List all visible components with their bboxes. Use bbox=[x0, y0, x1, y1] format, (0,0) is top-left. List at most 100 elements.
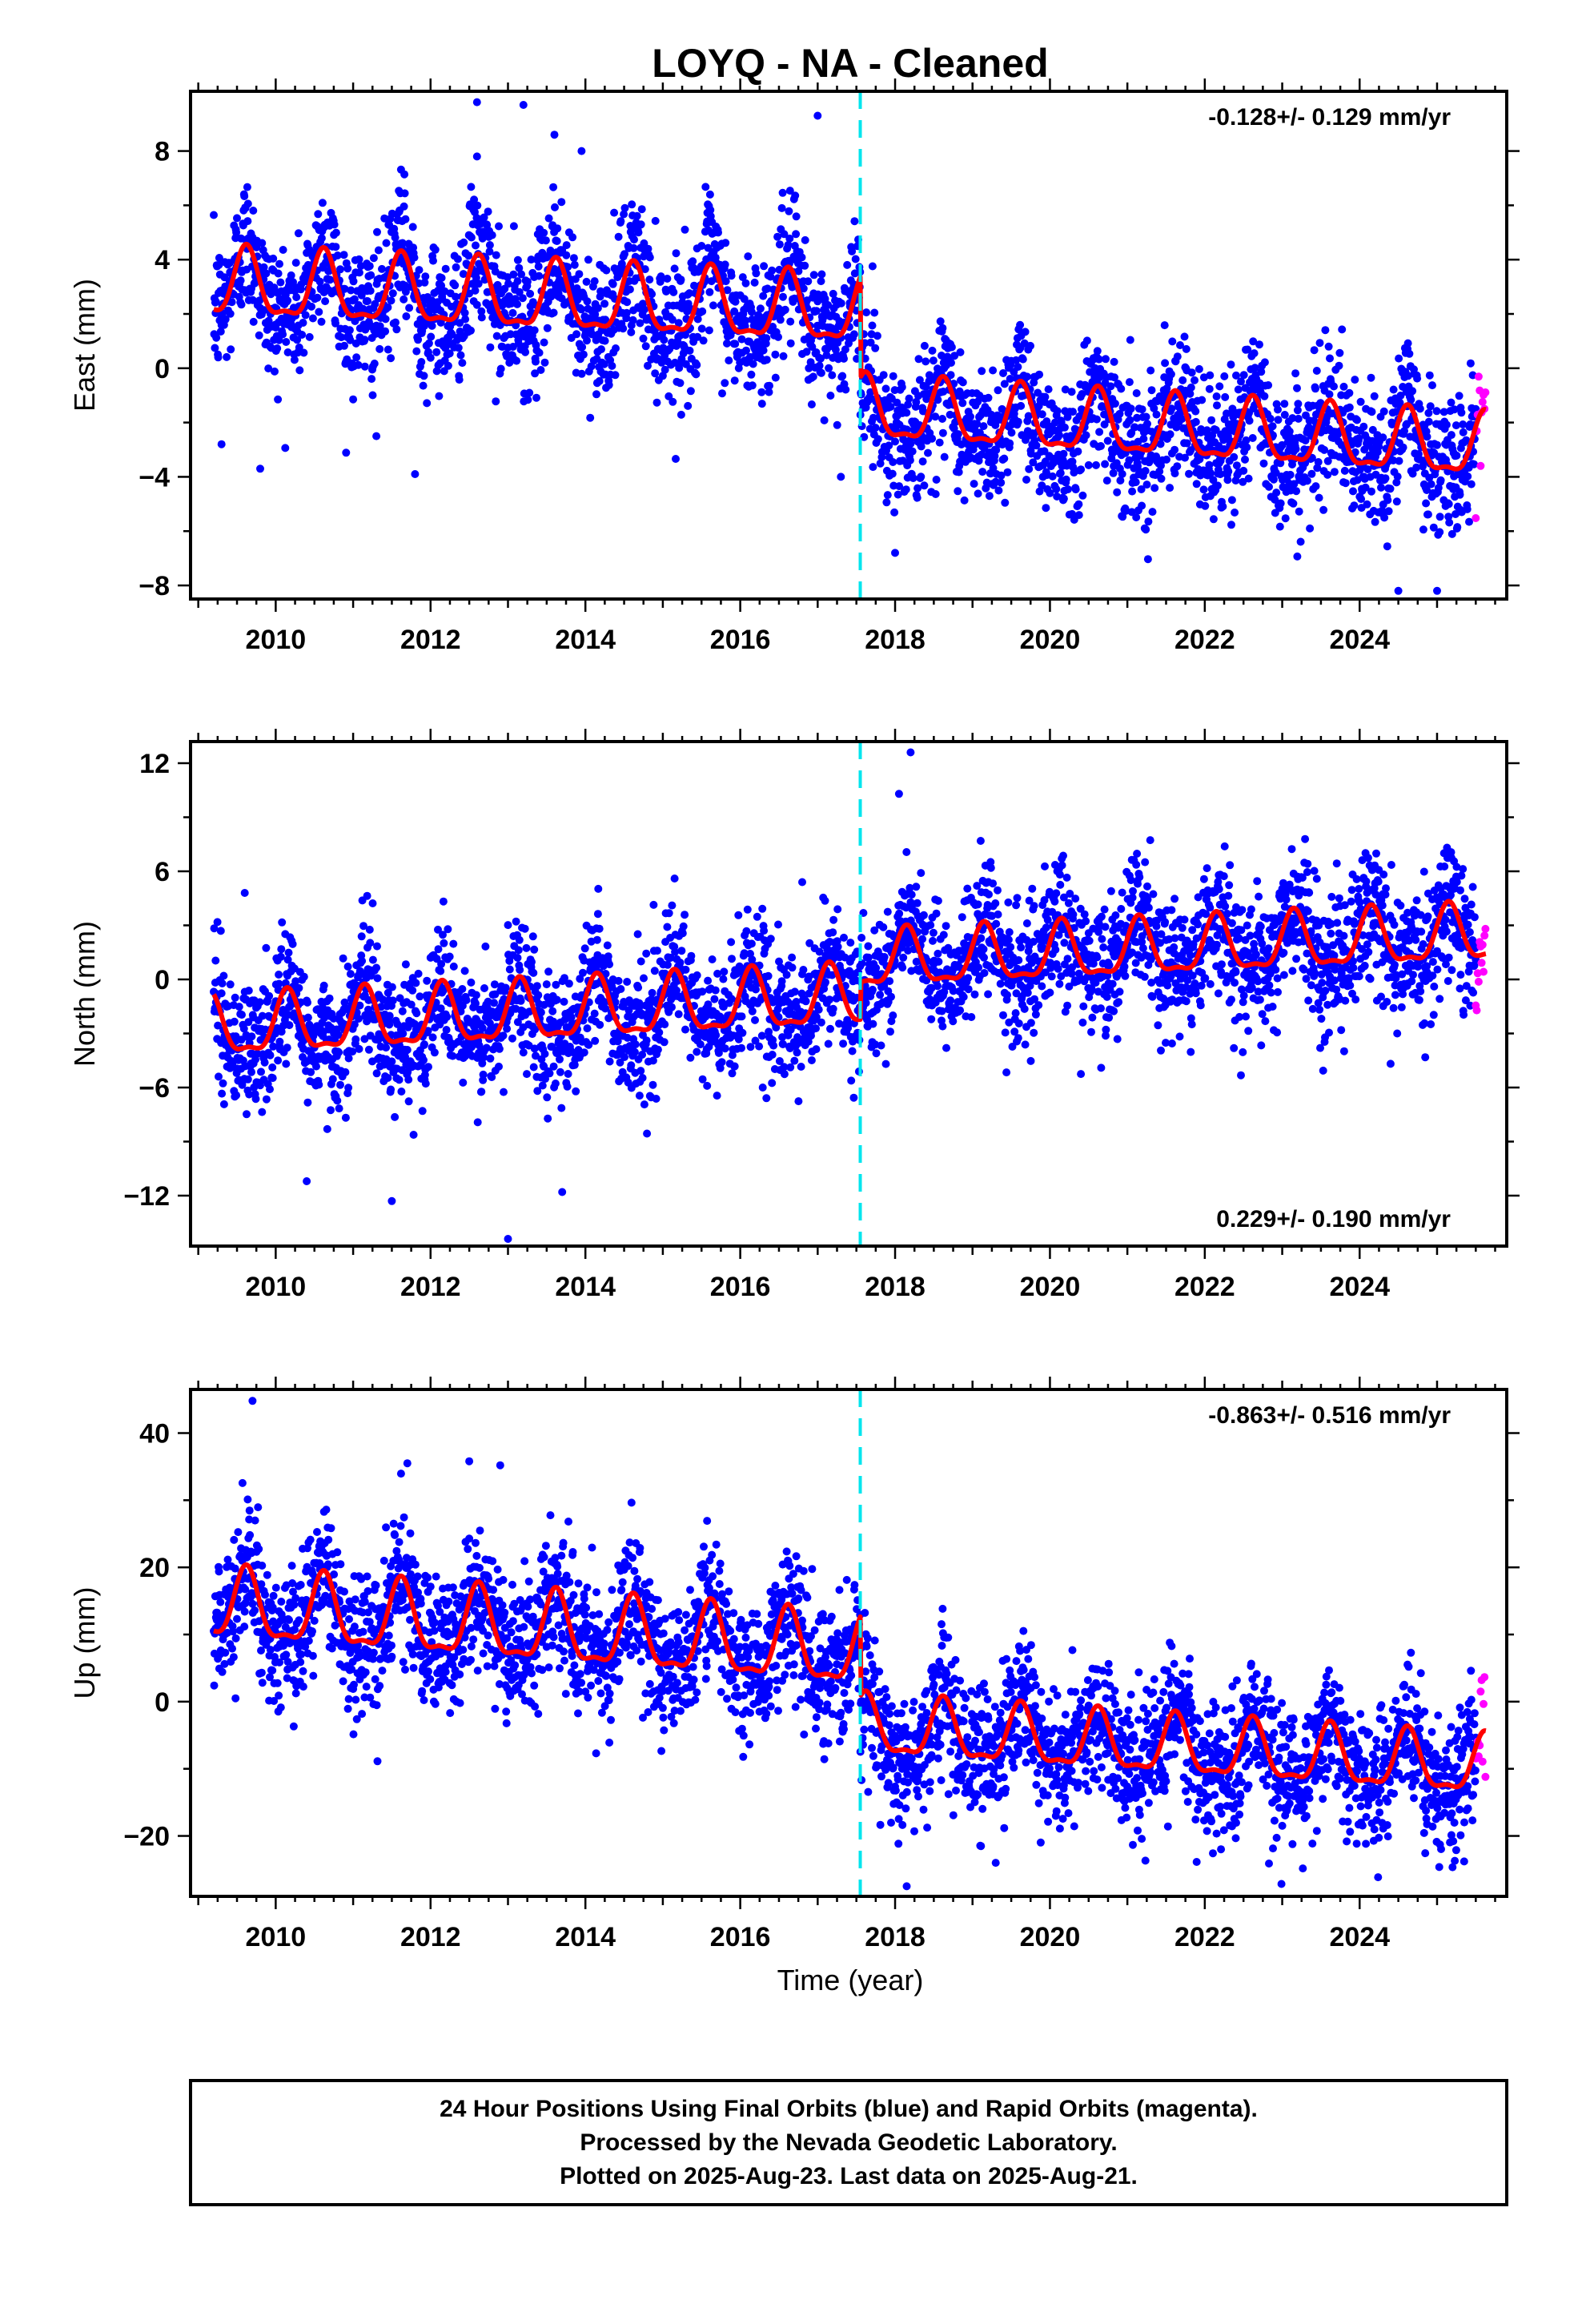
data-point bbox=[293, 336, 302, 344]
data-point bbox=[723, 339, 731, 348]
data-point bbox=[361, 325, 370, 334]
data-point bbox=[283, 296, 292, 305]
data-point bbox=[543, 1093, 552, 1102]
data-point bbox=[1294, 400, 1303, 408]
data-point bbox=[1330, 382, 1338, 391]
data-point bbox=[674, 319, 683, 328]
outlier-point bbox=[472, 152, 481, 161]
data-point bbox=[817, 277, 825, 286]
data-point bbox=[462, 995, 471, 1004]
data-point bbox=[636, 957, 645, 966]
data-point bbox=[1185, 469, 1193, 478]
x-tick-label: 2020 bbox=[1020, 625, 1081, 655]
data-point bbox=[1125, 378, 1134, 387]
data-point bbox=[1026, 341, 1034, 350]
data-point bbox=[628, 316, 637, 324]
y-tick-label: −4 bbox=[139, 462, 170, 493]
data-point bbox=[317, 317, 326, 326]
data-point bbox=[347, 286, 355, 295]
data-point bbox=[398, 1007, 407, 1015]
data-point bbox=[591, 1036, 600, 1045]
data-point bbox=[524, 396, 532, 404]
data-point bbox=[924, 448, 932, 457]
data-point bbox=[921, 357, 930, 366]
data-point bbox=[1367, 408, 1376, 416]
data-point bbox=[634, 228, 643, 237]
data-point bbox=[593, 910, 602, 919]
data-point bbox=[869, 463, 877, 472]
outlier-point bbox=[411, 470, 420, 478]
data-point bbox=[583, 297, 592, 306]
y-tick-label: 8 bbox=[155, 137, 170, 167]
data-point bbox=[251, 1095, 260, 1104]
data-point bbox=[886, 403, 895, 411]
data-point bbox=[762, 334, 771, 343]
data-point bbox=[1274, 416, 1283, 424]
data-point bbox=[540, 358, 549, 367]
data-point bbox=[954, 487, 962, 496]
data-point bbox=[527, 255, 536, 264]
data-point bbox=[335, 1104, 343, 1113]
data-point bbox=[636, 220, 645, 229]
data-point bbox=[605, 1057, 614, 1066]
data-point bbox=[236, 276, 245, 285]
data-point bbox=[1082, 336, 1091, 345]
data-point bbox=[1339, 382, 1348, 391]
data-point bbox=[693, 360, 701, 369]
data-point bbox=[403, 1046, 412, 1054]
data-point bbox=[679, 922, 688, 931]
final-orbit-points bbox=[210, 98, 1480, 595]
data-point bbox=[215, 1072, 223, 1081]
data-point bbox=[689, 257, 697, 266]
data-point bbox=[760, 262, 769, 271]
data-point bbox=[492, 332, 501, 340]
data-point bbox=[891, 437, 899, 446]
data-point bbox=[1355, 434, 1363, 443]
data-point bbox=[276, 952, 285, 961]
data-point bbox=[315, 1080, 323, 1089]
data-point bbox=[1122, 506, 1130, 515]
data-point bbox=[893, 398, 901, 407]
data-point bbox=[1361, 483, 1370, 492]
data-point bbox=[970, 480, 978, 489]
data-point bbox=[1125, 456, 1134, 464]
data-point bbox=[456, 351, 465, 360]
data-point bbox=[1470, 460, 1478, 468]
data-point bbox=[706, 206, 715, 215]
data-point bbox=[325, 994, 334, 1003]
data-point bbox=[1295, 507, 1303, 516]
data-point bbox=[731, 297, 740, 306]
data-point bbox=[908, 447, 917, 456]
data-point bbox=[408, 223, 417, 231]
data-point bbox=[295, 366, 304, 375]
data-point bbox=[756, 304, 765, 313]
data-point bbox=[658, 372, 667, 380]
data-point bbox=[1142, 480, 1151, 489]
data-point bbox=[513, 255, 522, 264]
data-point bbox=[318, 199, 327, 207]
data-point bbox=[873, 332, 881, 340]
data-point bbox=[801, 261, 809, 270]
data-point bbox=[429, 256, 437, 265]
data-point bbox=[1187, 368, 1196, 377]
data-point bbox=[449, 962, 458, 971]
data-point bbox=[851, 255, 860, 263]
data-point bbox=[1092, 460, 1100, 469]
data-point bbox=[1157, 474, 1166, 483]
data-point bbox=[1162, 455, 1170, 464]
data-point bbox=[882, 498, 891, 507]
data-point bbox=[314, 210, 323, 219]
data-point bbox=[759, 292, 768, 300]
data-point bbox=[398, 239, 407, 247]
data-point bbox=[534, 991, 543, 999]
data-point bbox=[1381, 474, 1390, 483]
data-point bbox=[414, 336, 423, 344]
data-point bbox=[929, 356, 938, 365]
data-point bbox=[974, 397, 982, 406]
data-point bbox=[1242, 436, 1251, 444]
data-point bbox=[600, 360, 608, 368]
data-point bbox=[913, 484, 922, 493]
data-point bbox=[642, 949, 651, 958]
data-point bbox=[631, 1040, 640, 1049]
data-point bbox=[727, 271, 736, 280]
